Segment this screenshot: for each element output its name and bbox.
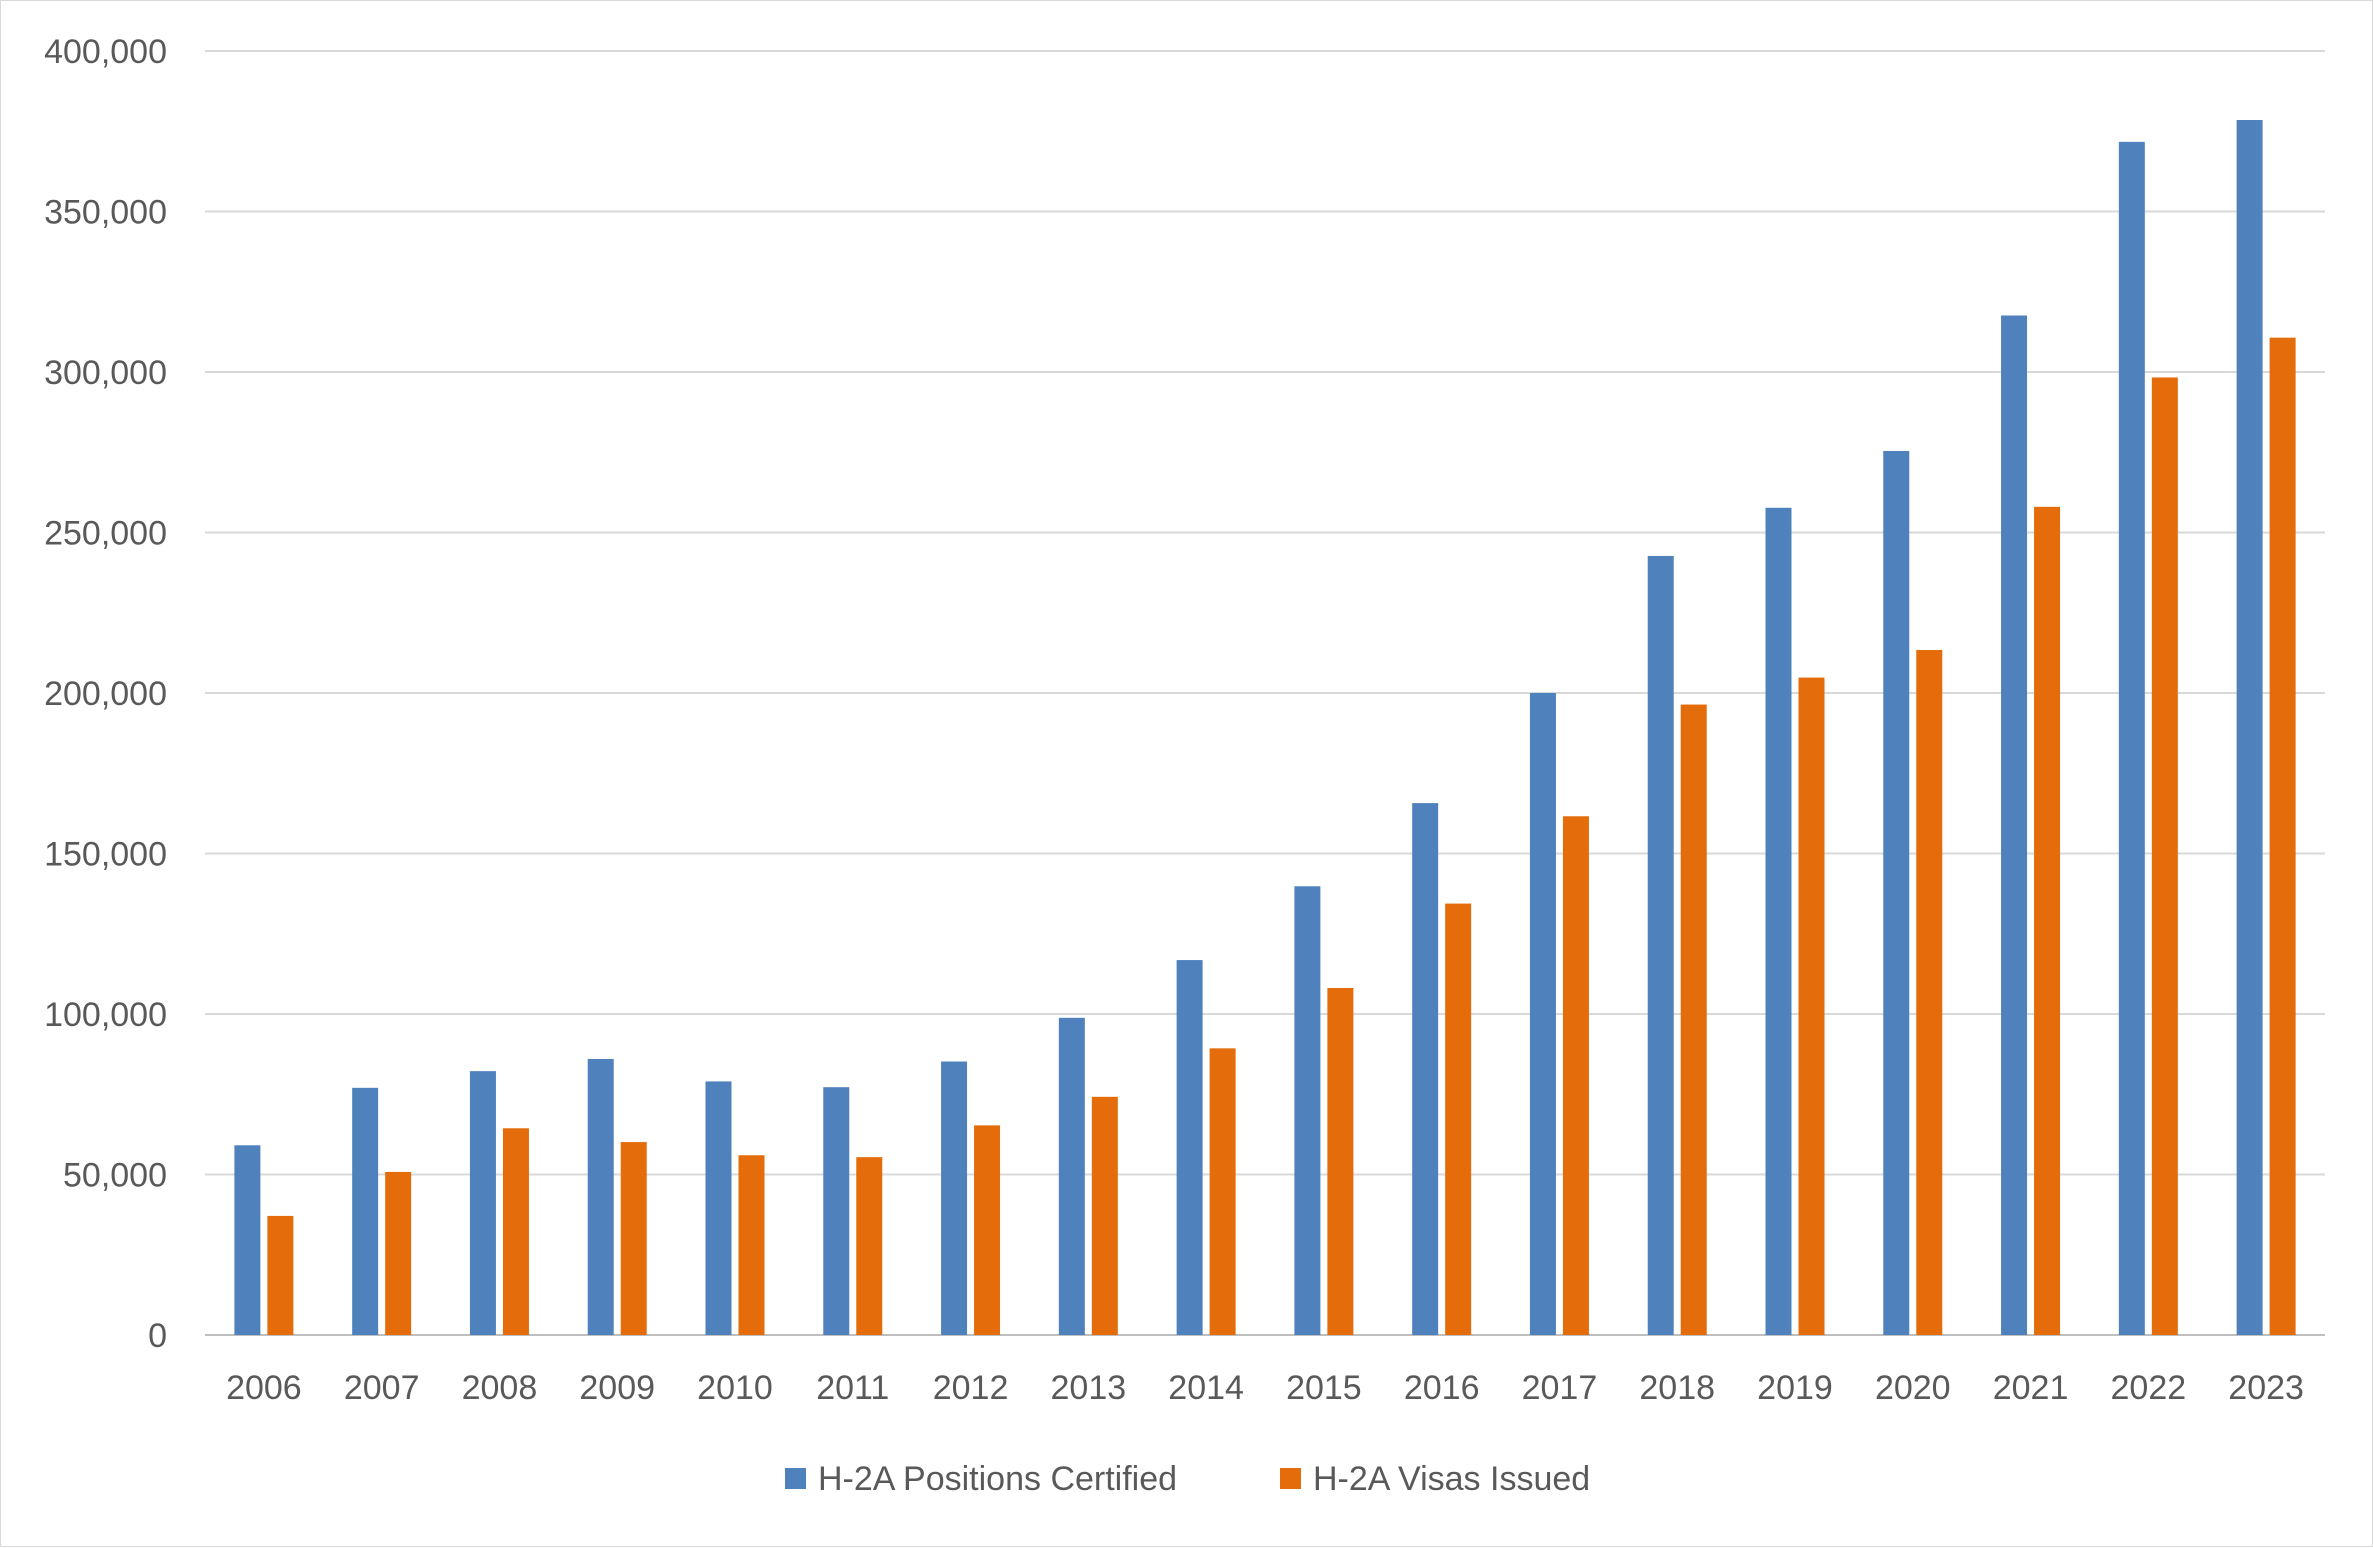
- bar-visas-issued-2015: [1327, 987, 1354, 1335]
- x-tick-label: 2006: [226, 1369, 302, 1407]
- bar-positions-certified-2013: [1058, 1017, 1085, 1335]
- bar-positions-certified-2020: [1883, 450, 1910, 1335]
- bar-positions-certified-2021: [2001, 315, 2028, 1335]
- bar-positions-certified-2010: [705, 1081, 732, 1335]
- x-tick-label: 2012: [933, 1369, 1009, 1407]
- bar-visas-issued-2021: [2034, 506, 2061, 1335]
- bar-positions-certified-2019: [1765, 507, 1792, 1336]
- bar-positions-certified-2008: [469, 1071, 496, 1335]
- bar-visas-issued-2019: [1798, 677, 1825, 1335]
- bar-visas-issued-2018: [1680, 704, 1707, 1335]
- bar-visas-issued-2012: [974, 1125, 1001, 1335]
- bar-positions-certified-2022: [2118, 141, 2145, 1335]
- bar-visas-issued-2016: [1445, 903, 1472, 1335]
- y-tick-label: 300,000: [44, 354, 167, 392]
- x-tick-label: 2008: [462, 1369, 538, 1407]
- bar-positions-certified-2015: [1294, 886, 1321, 1335]
- bar-visas-issued-2013: [1091, 1096, 1118, 1335]
- bar-visas-issued-2008: [502, 1128, 529, 1335]
- y-tick-label: 0: [148, 1317, 167, 1355]
- y-axis-tick-labels: 0 50,000 100,000 150,000 200,000 250,000 300,0…: [44, 33, 167, 1355]
- x-tick-label: 2015: [1286, 1369, 1362, 1407]
- x-tick-label: 2017: [1522, 1369, 1598, 1407]
- bar-positions-certified-2014: [1176, 960, 1203, 1335]
- x-tick-label: 2020: [1875, 1369, 1951, 1407]
- x-tick-label: 2013: [1051, 1369, 1127, 1407]
- bar-visas-issued-2017: [1562, 816, 1589, 1335]
- legend: H-2A Positions Certified H-2A Visas Issue…: [785, 1460, 1590, 1498]
- y-tick-label: 100,000: [44, 996, 167, 1034]
- bar-positions-certified-2012: [941, 1061, 968, 1335]
- y-tick-label: 250,000: [44, 515, 167, 553]
- x-tick-label: 2022: [2111, 1369, 2187, 1407]
- legend-label: H-2A Positions Certified: [818, 1460, 1177, 1498]
- bars: [234, 120, 2296, 1336]
- bar-positions-certified-2006: [234, 1145, 261, 1335]
- legend-label: H-2A Visas Issued: [1313, 1460, 1590, 1498]
- y-tick-label: 200,000: [44, 675, 167, 713]
- bar-visas-issued-2011: [856, 1157, 883, 1335]
- bar-positions-certified-2017: [1529, 693, 1556, 1335]
- bar-positions-certified-2009: [587, 1058, 614, 1335]
- bar-visas-issued-2006: [267, 1215, 294, 1335]
- x-tick-label: 2018: [1639, 1369, 1715, 1407]
- x-tick-label: 2016: [1404, 1369, 1480, 1407]
- legend-swatch: [1280, 1468, 1301, 1489]
- bar-visas-issued-2022: [2151, 377, 2178, 1335]
- bar-positions-certified-2023: [2236, 120, 2263, 1335]
- x-tick-label: 2011: [816, 1369, 889, 1407]
- x-tick-label: 2007: [344, 1369, 420, 1407]
- bar-positions-certified-2011: [823, 1087, 850, 1335]
- x-tick-label: 2021: [1993, 1369, 2069, 1407]
- bar-positions-certified-2016: [1412, 803, 1439, 1335]
- y-tick-label: 400,000: [44, 33, 167, 71]
- bar-visas-issued-2020: [1916, 649, 1943, 1335]
- x-axis-tick-labels: 2006 2007 2008 2009 2010 2011 2012 2013 2014 2015…: [226, 1369, 2304, 1407]
- y-tick-label: 50,000: [63, 1157, 167, 1195]
- bar-visas-issued-2023: [2269, 337, 2296, 1335]
- bar-visas-issued-2009: [620, 1142, 647, 1335]
- bar-positions-certified-2018: [1647, 555, 1674, 1335]
- x-tick-label: 2014: [1168, 1369, 1244, 1407]
- bar-visas-issued-2010: [738, 1155, 765, 1335]
- x-tick-label: 2023: [2228, 1369, 2304, 1407]
- bar-visas-issued-2007: [385, 1171, 412, 1335]
- bar-positions-certified-2007: [352, 1087, 379, 1335]
- legend-swatch: [785, 1468, 806, 1489]
- x-tick-label: 2019: [1757, 1369, 1833, 1407]
- gridlines: [205, 50, 2325, 1336]
- y-tick-label: 350,000: [44, 194, 167, 232]
- y-tick-label: 150,000: [44, 836, 167, 874]
- x-tick-label: 2009: [579, 1369, 655, 1407]
- bar-visas-issued-2014: [1209, 1048, 1236, 1335]
- x-tick-label: 2010: [697, 1369, 773, 1407]
